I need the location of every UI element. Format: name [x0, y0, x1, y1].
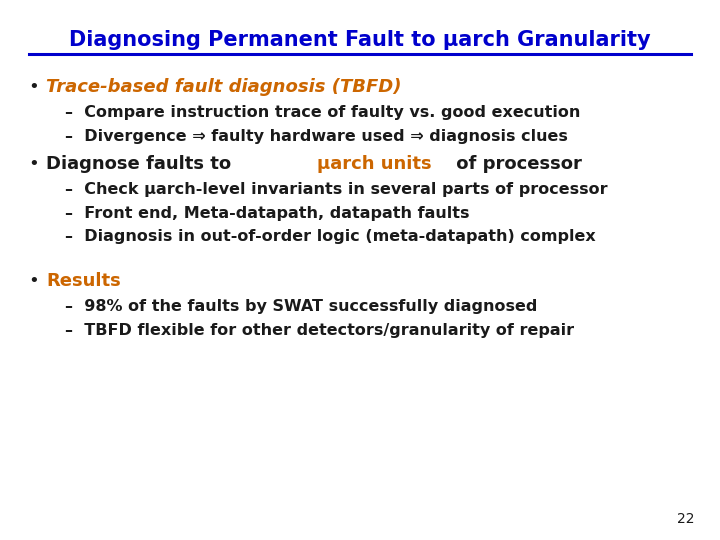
Text: –  Front end, Meta-datapath, datapath faults: – Front end, Meta-datapath, datapath fau… [65, 206, 469, 221]
Text: Trace-based fault diagnosis (TBFD): Trace-based fault diagnosis (TBFD) [46, 78, 402, 96]
Text: 22: 22 [678, 512, 695, 526]
Text: Results: Results [46, 272, 121, 290]
Text: –  Divergence ⇒ faulty hardware used ⇒ diagnosis clues: – Divergence ⇒ faulty hardware used ⇒ di… [65, 129, 568, 144]
Text: of processor: of processor [450, 155, 582, 173]
Text: μarch units: μarch units [317, 155, 432, 173]
Text: Diagnosing Permanent Fault to μarch Granularity: Diagnosing Permanent Fault to μarch Gran… [69, 30, 651, 50]
Text: –  Check μarch-level invariants in several parts of processor: – Check μarch-level invariants in severa… [65, 182, 608, 197]
Text: Diagnose faults to: Diagnose faults to [46, 155, 238, 173]
Text: –  Diagnosis in out-of-order logic (meta-datapath) complex: – Diagnosis in out-of-order logic (meta-… [65, 229, 595, 244]
Text: –  Compare instruction trace of faulty vs. good execution: – Compare instruction trace of faulty vs… [65, 105, 580, 120]
Text: •: • [28, 155, 39, 173]
Text: •: • [28, 78, 39, 96]
Text: •: • [28, 272, 39, 290]
Text: –  98% of the faults by SWAT successfully diagnosed: – 98% of the faults by SWAT successfully… [65, 299, 537, 314]
Text: –  TBFD flexible for other detectors/granularity of repair: – TBFD flexible for other detectors/gran… [65, 323, 574, 338]
